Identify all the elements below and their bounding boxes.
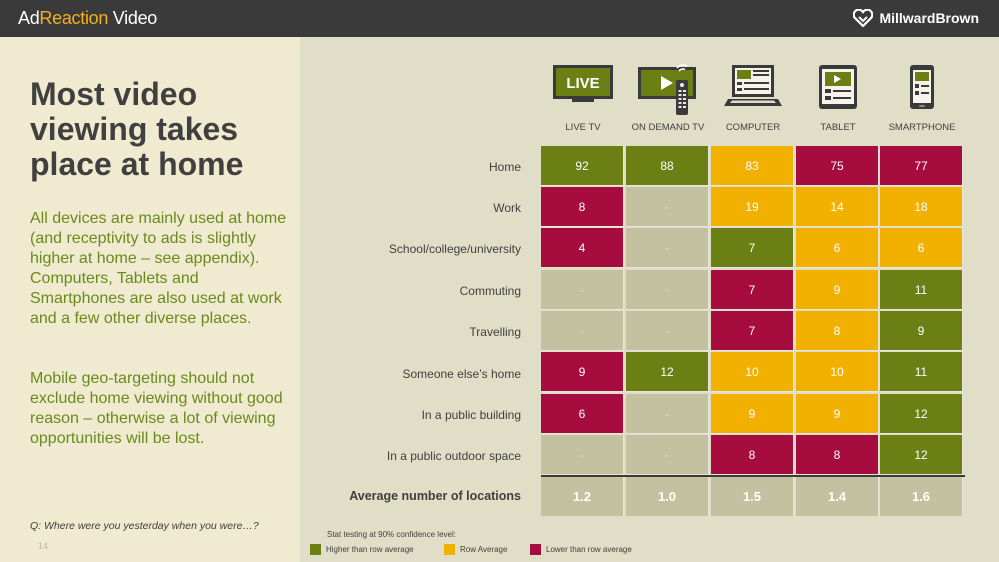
legend-item-average: Row Average: [444, 544, 507, 555]
table-cell: -: [626, 311, 709, 351]
table-cell: 12: [880, 435, 963, 475]
average-cell: 1.2: [541, 476, 624, 516]
device-label-tablet: TABLET: [820, 122, 856, 133]
table-cell: -: [626, 435, 709, 475]
table-cell: 12: [880, 394, 963, 434]
table-cell: 9: [796, 270, 879, 310]
device-label-live-tv: LIVE TV: [565, 122, 601, 133]
device-label-smartphone: SMARTPHONE: [888, 122, 956, 133]
table-cell: 8: [541, 187, 624, 227]
live-icon-text: LIVE: [566, 75, 599, 92]
tablet-icon: [807, 64, 869, 109]
average-cell: 1.6: [880, 476, 963, 516]
legend-swatch-lower: [530, 544, 541, 555]
table-cell: 11: [880, 270, 963, 310]
row-label-public-building: In a public building: [421, 408, 521, 422]
legend-item-lower: Lower than row average: [530, 544, 632, 555]
live-tv-icon: LIVE: [552, 64, 614, 104]
row-label-school: School/college/university: [388, 242, 521, 256]
table-cell: -: [626, 187, 709, 227]
average-cell: 1.0: [626, 476, 709, 516]
table-cell: -: [541, 270, 624, 310]
average-cell: 1.4: [796, 476, 879, 516]
legend-label-average: Row Average: [460, 545, 508, 554]
table-cell: 14: [796, 187, 879, 227]
brand-suffix: Video: [108, 8, 158, 28]
millward-brown-logo: MillwardBrown: [853, 9, 979, 27]
table-cell: 8: [796, 435, 879, 475]
top-bar: AdReaction Video MillwardBrown: [0, 0, 999, 37]
row-label-commuting: Commuting: [459, 284, 521, 298]
on-demand-tv-icon: [637, 64, 699, 115]
table-cell: 8: [796, 311, 879, 351]
table-cell: 4: [541, 228, 624, 268]
logo-text: MillwardBrown: [879, 10, 979, 26]
table-cell: 12: [626, 352, 709, 392]
table-cell: 19: [711, 187, 794, 227]
table-cell: 9: [880, 311, 963, 351]
device-label-computer: COMPUTER: [725, 122, 781, 133]
legend-label-higher: Higher than row average: [326, 545, 414, 554]
table-cell: 6: [880, 228, 963, 268]
legend-swatch-higher: [310, 544, 321, 555]
table-cell: 7: [711, 228, 794, 268]
left-panel: [0, 37, 300, 562]
table-cell: 88: [626, 146, 709, 186]
table-cell: 10: [796, 352, 879, 392]
average-label: Average number of locations: [349, 489, 521, 503]
page-title: Most video viewing takes place at home: [30, 76, 244, 182]
brand-title: AdReaction Video: [18, 8, 157, 29]
heart-logo-icon: [853, 9, 874, 27]
legend-item-higher: Higher than row average: [310, 544, 414, 555]
table-cell: 9: [796, 394, 879, 434]
brand-prefix: Ad: [18, 8, 40, 28]
body-paragraph-2: Mobile geo-targeting should not exclude …: [30, 370, 283, 447]
computer-icon: [722, 64, 784, 106]
table-cell: -: [541, 435, 624, 475]
body-paragraph-1: All devices are mainly used at home (and…: [30, 210, 287, 327]
table-cell: 83: [711, 146, 794, 186]
brand-middle: Reaction: [39, 8, 109, 28]
legend-swatch-average: [444, 544, 455, 555]
average-cell: 1.5: [711, 476, 794, 516]
smartphone-icon: [891, 64, 953, 109]
row-label-home: Home: [488, 160, 521, 174]
table-cell: 8: [711, 435, 794, 475]
page-number: 14: [38, 541, 49, 551]
legend-label-lower: Lower than row average: [546, 545, 632, 554]
table-cell: 11: [880, 352, 963, 392]
device-label-on-demand-tv: ON DEMAND TV: [631, 122, 705, 133]
table-cell: -: [626, 394, 709, 434]
legend-title: Stat testing at 90% confidence level:: [327, 530, 456, 539]
table-cell: -: [626, 270, 709, 310]
row-label-travelling: Travelling: [469, 325, 521, 339]
row-label-work: Work: [493, 201, 521, 215]
table-cell: 10: [711, 352, 794, 392]
table-cell: 7: [711, 311, 794, 351]
table-cell: 77: [880, 146, 963, 186]
average-divider: [541, 475, 965, 477]
table-cell: 6: [541, 394, 624, 434]
row-label-someone-elses-home: Someone else’s home: [402, 367, 521, 381]
table-cell: -: [541, 311, 624, 351]
table-cell: 7: [711, 270, 794, 310]
table-cell: 92: [541, 146, 624, 186]
table-cell: 9: [711, 394, 794, 434]
table-cell: 75: [796, 146, 879, 186]
table-cell: 6: [796, 228, 879, 268]
table-cell: 9: [541, 352, 624, 392]
table-cell: 18: [880, 187, 963, 227]
survey-question: Q: Where were you yesterday when you wer…: [30, 520, 259, 532]
table-cell: -: [626, 228, 709, 268]
row-label-public-outdoor: In a public outdoor space: [386, 449, 521, 463]
